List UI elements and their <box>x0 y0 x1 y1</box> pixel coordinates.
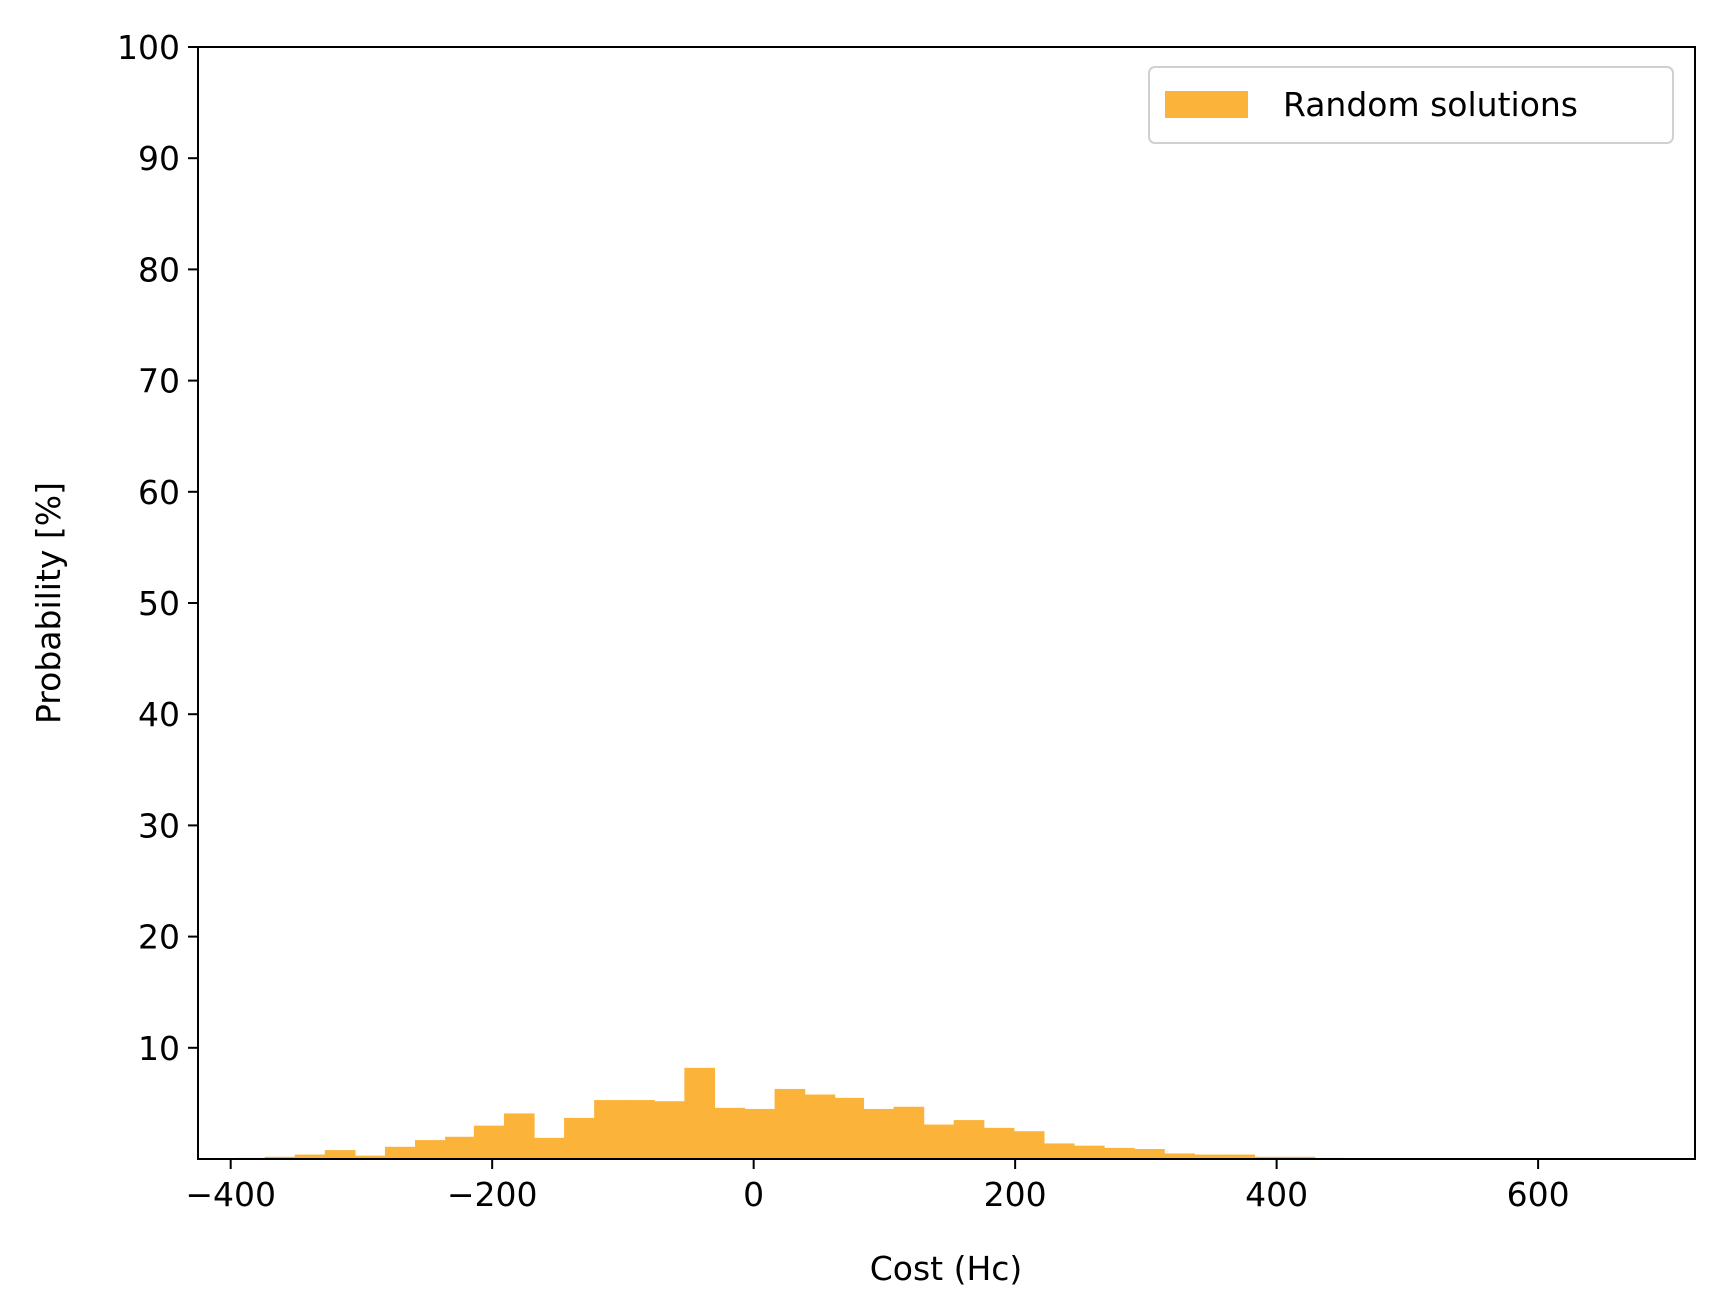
y-tick-label: 60 <box>138 473 180 512</box>
histogram-bar <box>1043 1143 1075 1159</box>
plot-area-frame <box>197 46 1696 1160</box>
histogram-bar <box>654 1101 685 1159</box>
histogram-bar <box>923 1124 955 1159</box>
histogram-bar <box>1013 1131 1045 1159</box>
histogram-bar <box>294 1154 326 1159</box>
x-axis-label: Cost (Hc) <box>870 1249 1023 1288</box>
x-tick-label: −200 <box>447 1175 538 1214</box>
histogram-bar <box>354 1155 386 1159</box>
legend-swatch-random-solutions <box>1165 91 1248 118</box>
x-tick-label: 200 <box>984 1175 1047 1214</box>
y-tick-label: 90 <box>138 139 180 178</box>
legend: Random solutions <box>1148 66 1674 144</box>
x-tick-label: −400 <box>185 1175 276 1214</box>
histogram-bar <box>834 1097 865 1159</box>
histogram-bar <box>473 1125 505 1159</box>
y-axis-label: Probability [%] <box>29 482 68 724</box>
histogram-bar <box>415 1140 446 1159</box>
y-tick-label: 80 <box>138 250 180 289</box>
histogram-bar <box>744 1108 776 1159</box>
legend-label-random-solutions: Random solutions <box>1283 85 1578 124</box>
histogram-bar <box>384 1146 416 1159</box>
histogram-bar <box>1194 1154 1225 1159</box>
histogram-bar <box>684 1067 716 1159</box>
histogram-bar <box>534 1137 565 1159</box>
histogram-bar <box>1224 1154 1255 1159</box>
x-tick-label: 400 <box>1245 1175 1308 1214</box>
y-tick-label: 100 <box>117 28 180 67</box>
legend-box <box>1148 66 1674 144</box>
histogram-bar <box>1104 1147 1135 1159</box>
y-tick-label: 20 <box>138 918 180 957</box>
histogram-bar <box>445 1136 475 1159</box>
histogram-bar <box>774 1088 806 1159</box>
y-tick-label: 50 <box>138 584 180 623</box>
histogram-bar <box>1284 1156 1316 1159</box>
histogram-bar <box>863 1108 895 1159</box>
histogram-bar <box>1134 1148 1165 1159</box>
histogram-bar <box>953 1120 985 1159</box>
histogram-bar <box>1073 1145 1105 1159</box>
x-tick-label: 600 <box>1507 1175 1570 1214</box>
x-tick-label: 0 <box>743 1175 764 1214</box>
histogram-bar <box>714 1107 746 1159</box>
histogram-bar <box>324 1150 356 1159</box>
histogram-bar <box>564 1117 595 1159</box>
histogram-bar <box>1254 1156 1286 1159</box>
histogram-bar <box>893 1106 925 1159</box>
x-axis-ticks: −400 −200 0 200 400 600 <box>185 1159 1570 1214</box>
histogram-bar <box>804 1094 836 1159</box>
y-tick-label: 40 <box>138 695 180 734</box>
histogram-bar <box>983 1127 1015 1159</box>
y-tick-label: 30 <box>138 806 180 845</box>
histogram-bar <box>594 1100 625 1159</box>
y-axis-ticks: 10 20 30 40 50 60 70 80 90 100 <box>117 28 198 1068</box>
histogram-bar <box>264 1156 296 1159</box>
y-tick-label: 70 <box>138 362 180 401</box>
histogram-bar <box>503 1113 535 1159</box>
histogram-bars <box>234 1067 1346 1159</box>
histogram-bar <box>624 1100 655 1159</box>
histogram-bar <box>1164 1153 1195 1159</box>
y-tick-label: 10 <box>138 1029 180 1068</box>
